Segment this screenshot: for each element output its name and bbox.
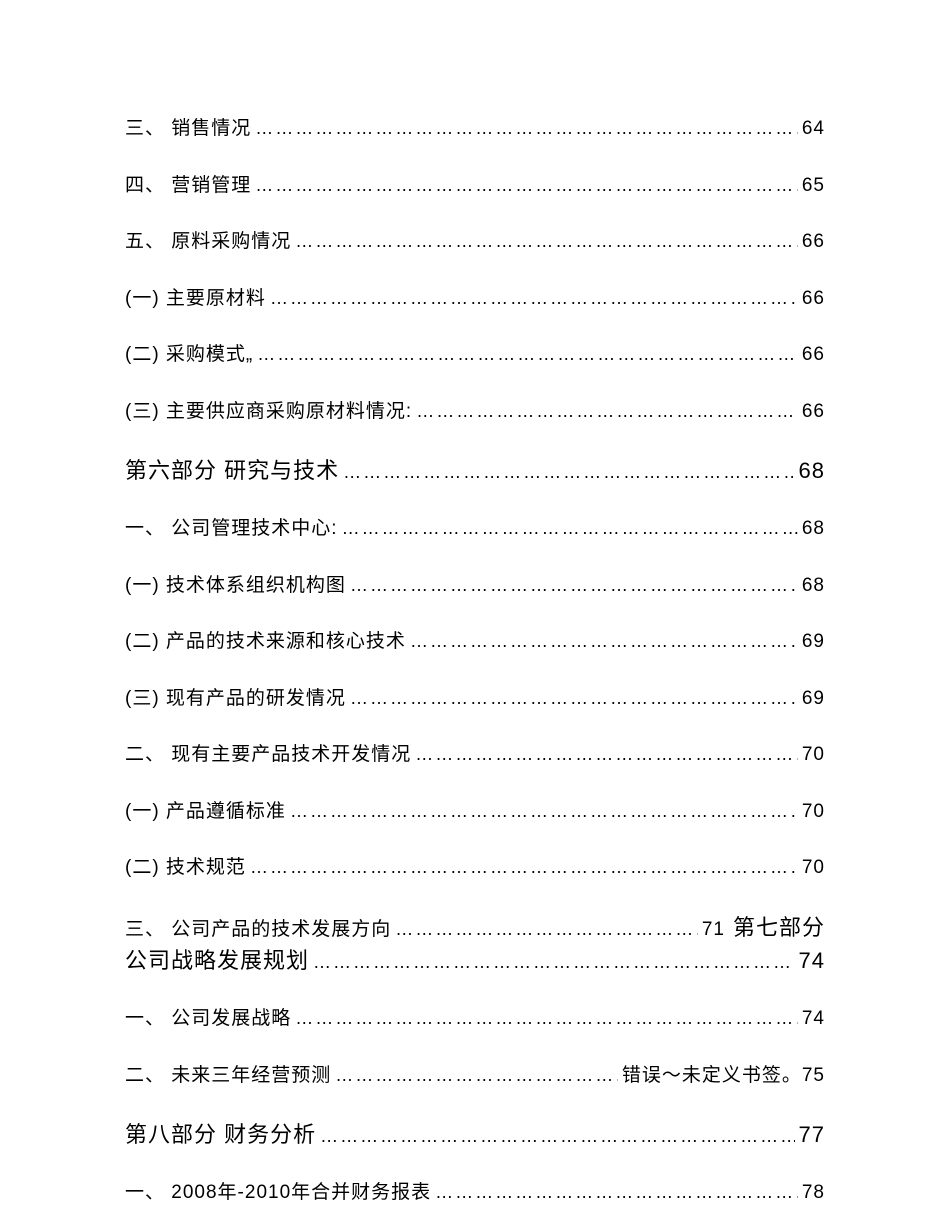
toc-trailing-section: 第七部分 bbox=[725, 911, 825, 944]
toc-page: 64 bbox=[798, 115, 825, 144]
toc-row-1: 三、 公司产品的技术发展方向……………………………………………………………………… bbox=[125, 911, 825, 945]
toc-entry: (一) 产品遵循标准………………………………………………………………………………… bbox=[125, 798, 825, 827]
toc-label: 公司战略发展规划 bbox=[125, 944, 309, 977]
toc-page: 66 bbox=[798, 285, 825, 314]
toc-entry: 第八部分 财务分析…………………………………………………………………………………… bbox=[125, 1118, 825, 1151]
toc-entry-wrapped: 三、 公司产品的技术发展方向……………………………………………………………………… bbox=[125, 911, 825, 978]
toc-dots: …………………………………………………………………………………………………………… bbox=[338, 515, 798, 542]
toc-entry: (二) 产品的技术来源和核心技术………………………………………………………………… bbox=[125, 628, 825, 657]
toc-dots: …………………………………………………………………………………………………………… bbox=[431, 1179, 798, 1206]
toc-dots: …………………………………………………………………………………………………………… bbox=[309, 949, 795, 976]
toc-label: 一、 公司管理技术中心: bbox=[125, 515, 338, 544]
toc-label: 一、 2008年-2010年合并财务报表 bbox=[125, 1179, 431, 1208]
toc-dots: …………………………………………………………………………………………………………… bbox=[331, 1062, 618, 1089]
toc-entry: 二、 现有主要产品技术开发情况…………………………………………………………………… bbox=[125, 741, 825, 770]
toc-entry: (二) 技术规范……………………………………………………………………………………… bbox=[125, 854, 825, 883]
toc-page: 错误～未定义书签。75 bbox=[618, 1062, 825, 1091]
toc-dots: …………………………………………………………………………………………………………… bbox=[251, 172, 798, 199]
toc-entry: 一、 公司发展战略…………………………………………………………………………………… bbox=[125, 1005, 825, 1034]
toc-dots: …………………………………………………………………………………………………………… bbox=[406, 628, 798, 655]
toc-label: (三) 现有产品的研发情况 bbox=[125, 685, 346, 714]
toc-label: (一) 主要原材料 bbox=[125, 285, 266, 314]
toc-entry: 二、 未来三年经营预测……………………………………………………………………………… bbox=[125, 1062, 825, 1091]
toc-label: (三) 主要供应商采购原材料情况: bbox=[125, 398, 412, 427]
toc-page: 66 bbox=[798, 228, 825, 257]
toc-label: (二) 采购模式„ bbox=[125, 341, 253, 370]
toc-dots: …………………………………………………………………………………………………………… bbox=[291, 1005, 798, 1032]
toc-dots: …………………………………………………………………………………………………………… bbox=[251, 115, 798, 142]
toc-row-2: 公司战略发展规划……………………………………………………………………………………… bbox=[125, 944, 825, 977]
toc-entry: (一) 技术体系组织机构图………………………………………………………………………… bbox=[125, 572, 825, 601]
toc-label: (二) 产品的技术来源和核心技术 bbox=[125, 628, 406, 657]
toc-container: 三、 销售情况………………………………………………………………………………………… bbox=[125, 115, 825, 1208]
toc-page: 68 bbox=[798, 572, 825, 601]
toc-label: 第六部分 研究与技术 bbox=[125, 454, 339, 487]
toc-dots: …………………………………………………………………………………………………………… bbox=[316, 1123, 794, 1150]
toc-page: 74 bbox=[798, 1005, 825, 1034]
toc-entry: (二) 采购模式„…………………………………………………………………………………… bbox=[125, 341, 825, 370]
toc-label: 三、 销售情况 bbox=[125, 115, 251, 144]
toc-page: 69 bbox=[798, 685, 825, 714]
toc-dots: …………………………………………………………………………………………………………… bbox=[286, 798, 798, 825]
toc-dots: …………………………………………………………………………………………………………… bbox=[346, 572, 798, 599]
toc-page: 65 bbox=[798, 172, 825, 201]
toc-label: (二) 技术规范 bbox=[125, 854, 246, 883]
toc-page: 71 bbox=[698, 916, 725, 945]
toc-dots: …………………………………………………………………………………………………………… bbox=[346, 685, 798, 712]
toc-label: 二、 现有主要产品技术开发情况 bbox=[125, 741, 411, 770]
toc-entry: 四、 营销管理………………………………………………………………………………………… bbox=[125, 172, 825, 201]
toc-entry: 一、 2008年-2010年合并财务报表……………………………………………………… bbox=[125, 1179, 825, 1208]
toc-page: 70 bbox=[798, 741, 825, 770]
toc-page: 66 bbox=[798, 341, 825, 370]
toc-entry: 一、 公司管理技术中心:…………………………………………………………………………… bbox=[125, 515, 825, 544]
toc-page: 78 bbox=[798, 1179, 825, 1208]
toc-label: 四、 营销管理 bbox=[125, 172, 251, 201]
toc-label: 五、 原料采购情况 bbox=[125, 228, 291, 257]
toc-dots: …………………………………………………………………………………………………………… bbox=[246, 854, 798, 881]
toc-entry: 第六部分 研究与技术………………………………………………………………………………… bbox=[125, 454, 825, 487]
toc-page: 70 bbox=[798, 798, 825, 827]
toc-entry: (三) 现有产品的研发情况………………………………………………………………………… bbox=[125, 685, 825, 714]
toc-label: 一、 公司发展战略 bbox=[125, 1005, 291, 1034]
toc-page: 69 bbox=[798, 628, 825, 657]
toc-label: (一) 产品遵循标准 bbox=[125, 798, 286, 827]
toc-entry: 五、 原料采购情况…………………………………………………………………………………… bbox=[125, 228, 825, 257]
toc-dots: …………………………………………………………………………………………………………… bbox=[411, 741, 798, 768]
toc-label: 第八部分 财务分析 bbox=[125, 1118, 316, 1151]
toc-page: 70 bbox=[798, 854, 825, 883]
toc-entry: 三、 销售情况………………………………………………………………………………………… bbox=[125, 115, 825, 144]
toc-page: 77 bbox=[795, 1118, 825, 1151]
toc-dots: …………………………………………………………………………………………………………… bbox=[253, 341, 798, 368]
toc-label: (一) 技术体系组织机构图 bbox=[125, 572, 346, 601]
toc-page: 66 bbox=[798, 398, 825, 427]
toc-label: 三、 公司产品的技术发展方向 bbox=[125, 916, 391, 945]
toc-label: 二、 未来三年经营预测 bbox=[125, 1062, 331, 1091]
toc-dots: …………………………………………………………………………………………………………… bbox=[412, 398, 798, 425]
toc-dots: …………………………………………………………………………………………………………… bbox=[391, 916, 698, 943]
toc-dots: …………………………………………………………………………………………………………… bbox=[291, 228, 798, 255]
toc-dots: …………………………………………………………………………………………………………… bbox=[266, 285, 798, 312]
toc-page: 68 bbox=[795, 454, 825, 487]
toc-dots: …………………………………………………………………………………………………………… bbox=[339, 459, 794, 486]
toc-entry: (一) 主要原材料…………………………………………………………………………………… bbox=[125, 285, 825, 314]
toc-page: 74 bbox=[795, 944, 825, 977]
toc-page: 68 bbox=[798, 515, 825, 544]
toc-entry: (三) 主要供应商采购原材料情况:……………………………………………………………… bbox=[125, 398, 825, 427]
